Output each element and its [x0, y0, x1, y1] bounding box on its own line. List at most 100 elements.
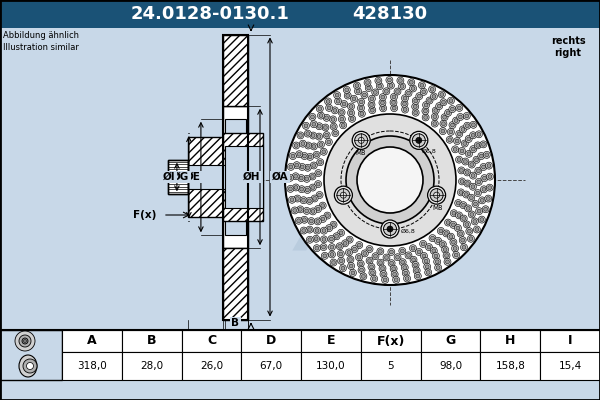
Circle shape — [458, 178, 466, 185]
Circle shape — [404, 275, 410, 282]
Circle shape — [469, 237, 473, 241]
Circle shape — [441, 129, 445, 133]
Text: ØE: ØE — [185, 172, 201, 182]
Circle shape — [317, 193, 322, 197]
Circle shape — [368, 263, 375, 270]
Circle shape — [346, 249, 352, 256]
Text: Ø6,8: Ø6,8 — [401, 228, 416, 234]
Circle shape — [395, 90, 400, 94]
Circle shape — [312, 122, 316, 126]
Circle shape — [445, 232, 448, 235]
Circle shape — [407, 91, 410, 95]
Circle shape — [15, 331, 35, 351]
Circle shape — [470, 146, 477, 153]
Circle shape — [398, 83, 406, 90]
Circle shape — [339, 252, 343, 256]
Circle shape — [485, 162, 493, 169]
Circle shape — [381, 95, 385, 99]
Circle shape — [476, 191, 480, 195]
Circle shape — [309, 114, 316, 120]
Circle shape — [341, 240, 349, 247]
Circle shape — [344, 92, 351, 99]
Circle shape — [422, 108, 429, 114]
Circle shape — [348, 238, 352, 242]
Circle shape — [418, 94, 421, 98]
Circle shape — [403, 102, 406, 106]
Circle shape — [482, 206, 489, 213]
Circle shape — [466, 170, 469, 174]
Circle shape — [429, 235, 436, 242]
Circle shape — [472, 200, 479, 208]
Circle shape — [403, 266, 407, 270]
Circle shape — [349, 115, 356, 122]
Circle shape — [343, 86, 350, 93]
Circle shape — [446, 221, 450, 224]
Circle shape — [470, 132, 476, 139]
Circle shape — [332, 261, 335, 264]
Circle shape — [314, 153, 319, 157]
Circle shape — [294, 144, 298, 148]
Circle shape — [337, 250, 344, 258]
Circle shape — [468, 194, 475, 201]
Circle shape — [416, 248, 422, 256]
Circle shape — [422, 258, 430, 265]
Circle shape — [479, 154, 483, 158]
Circle shape — [413, 105, 417, 108]
Circle shape — [368, 259, 371, 262]
Text: ØA: ØA — [272, 172, 289, 182]
Circle shape — [458, 148, 466, 154]
Circle shape — [437, 228, 445, 234]
Circle shape — [424, 263, 431, 270]
FancyBboxPatch shape — [188, 164, 237, 190]
Text: 15,4: 15,4 — [559, 361, 582, 371]
Circle shape — [434, 237, 442, 244]
Circle shape — [391, 93, 397, 100]
Circle shape — [483, 151, 490, 158]
Circle shape — [401, 264, 408, 271]
Circle shape — [335, 93, 339, 97]
Circle shape — [459, 232, 463, 236]
Circle shape — [477, 132, 481, 136]
Circle shape — [315, 229, 319, 232]
Circle shape — [346, 94, 350, 98]
Circle shape — [335, 234, 338, 238]
Circle shape — [297, 219, 301, 223]
Circle shape — [338, 229, 344, 236]
Circle shape — [300, 197, 307, 204]
FancyBboxPatch shape — [0, 330, 600, 380]
Circle shape — [359, 262, 362, 266]
Text: 26,0: 26,0 — [200, 361, 223, 371]
Circle shape — [328, 236, 335, 242]
Circle shape — [346, 236, 353, 243]
Circle shape — [26, 362, 34, 370]
Circle shape — [305, 188, 310, 192]
Circle shape — [453, 148, 457, 151]
Circle shape — [287, 163, 295, 170]
Circle shape — [294, 186, 298, 189]
Circle shape — [349, 258, 352, 262]
Circle shape — [410, 131, 428, 149]
Circle shape — [452, 252, 460, 258]
Circle shape — [331, 107, 338, 114]
Circle shape — [301, 152, 308, 160]
Circle shape — [291, 154, 295, 158]
Circle shape — [326, 104, 332, 111]
Circle shape — [316, 133, 323, 140]
Circle shape — [440, 92, 444, 96]
Circle shape — [391, 105, 398, 112]
Circle shape — [311, 174, 314, 178]
Circle shape — [407, 254, 410, 257]
Circle shape — [401, 100, 408, 107]
Circle shape — [389, 84, 393, 88]
Circle shape — [350, 95, 358, 102]
Circle shape — [412, 103, 419, 110]
Circle shape — [320, 227, 328, 234]
Circle shape — [446, 136, 453, 143]
Circle shape — [358, 137, 364, 143]
Circle shape — [293, 208, 296, 212]
Circle shape — [320, 236, 328, 243]
Circle shape — [369, 269, 376, 276]
Circle shape — [339, 259, 343, 263]
Circle shape — [298, 186, 305, 193]
Circle shape — [435, 260, 439, 264]
